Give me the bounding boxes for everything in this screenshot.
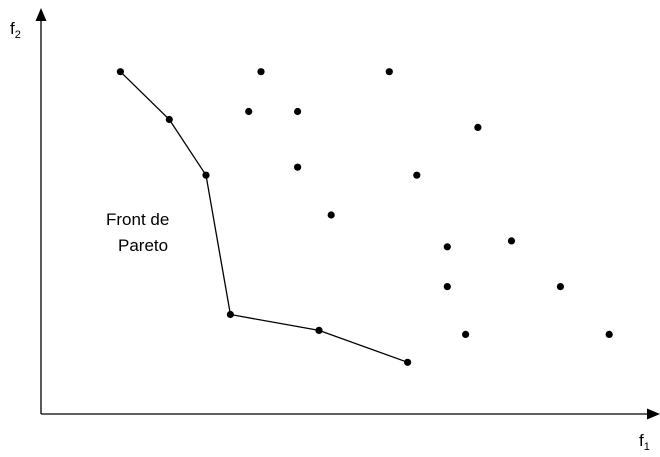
dominated-point-2 bbox=[385, 68, 393, 76]
y-axis-label: f2 bbox=[10, 19, 21, 41]
dominated-point-7 bbox=[413, 171, 421, 179]
pareto-front-annotation-line-1: Front de bbox=[106, 210, 169, 229]
pareto-front-point-2 bbox=[165, 115, 173, 124]
dominated-point-14 bbox=[605, 330, 613, 338]
pareto-front-annotation-line-2: Pareto bbox=[118, 236, 168, 255]
dominated-point-4 bbox=[294, 107, 302, 116]
dominated-point-13 bbox=[462, 330, 470, 338]
pareto-front-point-3 bbox=[202, 171, 210, 179]
dominated-point-11 bbox=[443, 283, 451, 291]
dominated-point-12 bbox=[556, 283, 565, 291]
x-axis-label-main: f bbox=[639, 431, 644, 450]
pareto-front-point-6 bbox=[404, 358, 412, 366]
dominated-point-8 bbox=[327, 211, 335, 219]
dominated-point-1 bbox=[257, 68, 265, 76]
pareto-front-point-5 bbox=[315, 326, 323, 334]
axes bbox=[35, 8, 660, 420]
x-axis-label-subscript: 1 bbox=[644, 441, 650, 453]
dominated-point-3 bbox=[245, 107, 253, 116]
dominated-point-6 bbox=[294, 163, 302, 171]
pareto-front-point-4 bbox=[226, 310, 234, 319]
dominated-points bbox=[245, 68, 613, 338]
pareto-front-point-1 bbox=[116, 68, 124, 76]
dominated-point-5 bbox=[474, 123, 482, 131]
pareto-front-points bbox=[116, 68, 412, 366]
dominated-point-9 bbox=[443, 243, 451, 251]
y-axis-arrowhead bbox=[35, 8, 47, 21]
y-axis-label-main: f bbox=[10, 19, 15, 38]
pareto-front-line bbox=[119, 71, 408, 363]
x-axis-label: f1 bbox=[639, 431, 650, 453]
x-axis-arrowhead bbox=[647, 408, 660, 420]
y-axis-label-subscript: 2 bbox=[15, 29, 21, 41]
dominated-point-10 bbox=[507, 237, 516, 245]
